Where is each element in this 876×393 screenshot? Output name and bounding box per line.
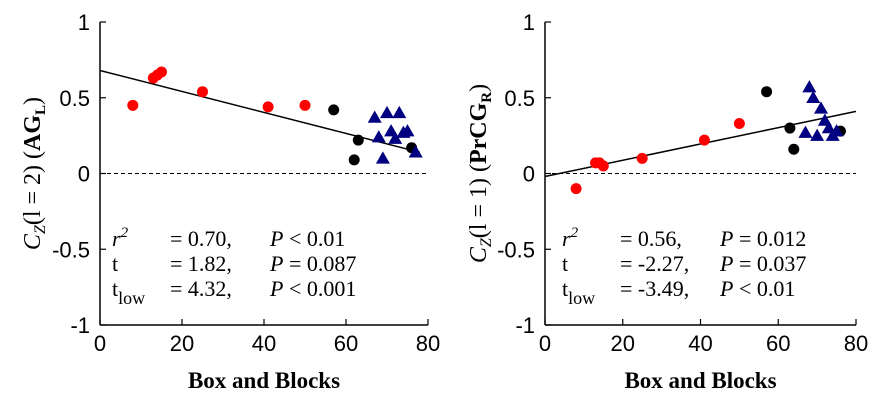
stat-value: = 0.56, (620, 226, 682, 251)
stat-value: = -3.49, (620, 276, 689, 301)
data-point (570, 183, 582, 195)
data-point (262, 101, 274, 113)
y-axis-label: CZ(l = 1) (PrCGR) (466, 84, 495, 263)
x-tick-label: 60 (334, 331, 358, 356)
data-point (788, 143, 800, 155)
y-tick-label: 0 (523, 162, 535, 187)
y-tick-label: -0.5 (52, 237, 90, 262)
stat-label: tlow (562, 276, 595, 308)
data-point (698, 134, 710, 146)
data-point (408, 145, 423, 158)
x-axis-label: Box and Blocks (188, 368, 340, 393)
y-tick-label: 1 (78, 10, 90, 35)
y-tick-label: 0 (78, 162, 90, 187)
stat-label: t (562, 251, 568, 276)
data-point (388, 131, 403, 144)
y-tick-label: 0.5 (59, 86, 90, 111)
x-tick-label: 20 (170, 331, 194, 356)
stat-value: = -2.27, (620, 251, 689, 276)
x-tick-label: 40 (688, 331, 712, 356)
stat-value: = 4.32, (170, 276, 232, 301)
data-point (127, 99, 139, 111)
stat-p-value: P < 0.001 (269, 276, 356, 301)
data-point (733, 118, 745, 130)
stat-p-value: P < 0.01 (719, 276, 795, 301)
data-point (784, 122, 796, 134)
data-point (392, 105, 407, 119)
data-point (798, 125, 813, 138)
data-point (810, 128, 825, 141)
data-point (806, 90, 821, 103)
data-point (328, 104, 340, 116)
stat-p-value: P = 0.037 (719, 251, 806, 276)
y-tick-label: -1 (70, 313, 90, 338)
data-point (156, 66, 167, 78)
data-point (814, 101, 829, 114)
stat-label: r2 (112, 225, 129, 251)
stat-label: tlow (112, 276, 145, 308)
data-point (802, 80, 817, 93)
y-tick-label: 0.5 (504, 86, 535, 111)
stat-value: = 1.82, (170, 251, 232, 276)
data-point (371, 130, 386, 143)
stat-label: t (112, 251, 118, 276)
data-point (367, 110, 382, 123)
data-point (352, 134, 364, 146)
y-tick-label: -1 (515, 313, 535, 338)
y-axis-label: CZ(l = 2) (AGL) (20, 97, 49, 250)
chart-panel-1: 0 20 40 60 80 -1 -0.5 0 0.5 1 Box and Blocks CZ(l =… (20, 10, 440, 393)
data-point (597, 160, 609, 172)
x-tick-label: 20 (611, 331, 635, 356)
data-point (299, 99, 311, 111)
data-point (636, 152, 648, 164)
x-tick-label: 0 (539, 331, 551, 356)
data-point (197, 86, 208, 98)
y-tick-label: 1 (523, 10, 535, 35)
data-point (375, 151, 390, 164)
stat-p-value: P < 0.01 (269, 226, 345, 251)
stat-value: = 0.70, (170, 226, 232, 251)
data-point (348, 154, 360, 166)
x-tick-label: 40 (252, 331, 276, 356)
data-point (380, 105, 394, 119)
data-point (829, 124, 844, 137)
fit-line (99, 69, 420, 154)
data-point (761, 86, 773, 98)
x-tick-label: 80 (844, 331, 868, 356)
data-point (400, 124, 415, 137)
x-tick-label: 0 (94, 331, 106, 356)
x-axis-label: Box and Blocks (624, 368, 776, 393)
stat-p-value: P = 0.087 (269, 251, 356, 276)
x-tick-label: 80 (416, 331, 440, 356)
y-tick-label: -0.5 (497, 237, 535, 262)
stat-p-value: P = 0.012 (719, 226, 806, 251)
x-tick-label: 60 (766, 331, 790, 356)
stat-label: r2 (562, 225, 579, 251)
chart-panel-2: 0 20 40 60 80 -1 -0.5 0 0.5 1 Box and Blocks CZ(l =… (466, 10, 868, 393)
